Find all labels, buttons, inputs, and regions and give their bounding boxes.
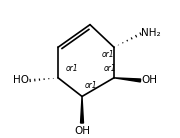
Text: or1: or1 bbox=[85, 81, 97, 90]
Text: HO: HO bbox=[14, 75, 30, 85]
Text: or1: or1 bbox=[103, 63, 116, 72]
Text: OH: OH bbox=[141, 75, 157, 85]
Polygon shape bbox=[114, 78, 141, 82]
Text: NH₂: NH₂ bbox=[141, 28, 161, 38]
Text: OH: OH bbox=[74, 126, 90, 136]
Polygon shape bbox=[81, 96, 84, 123]
Text: or1: or1 bbox=[102, 50, 115, 59]
Text: or1: or1 bbox=[65, 63, 78, 72]
